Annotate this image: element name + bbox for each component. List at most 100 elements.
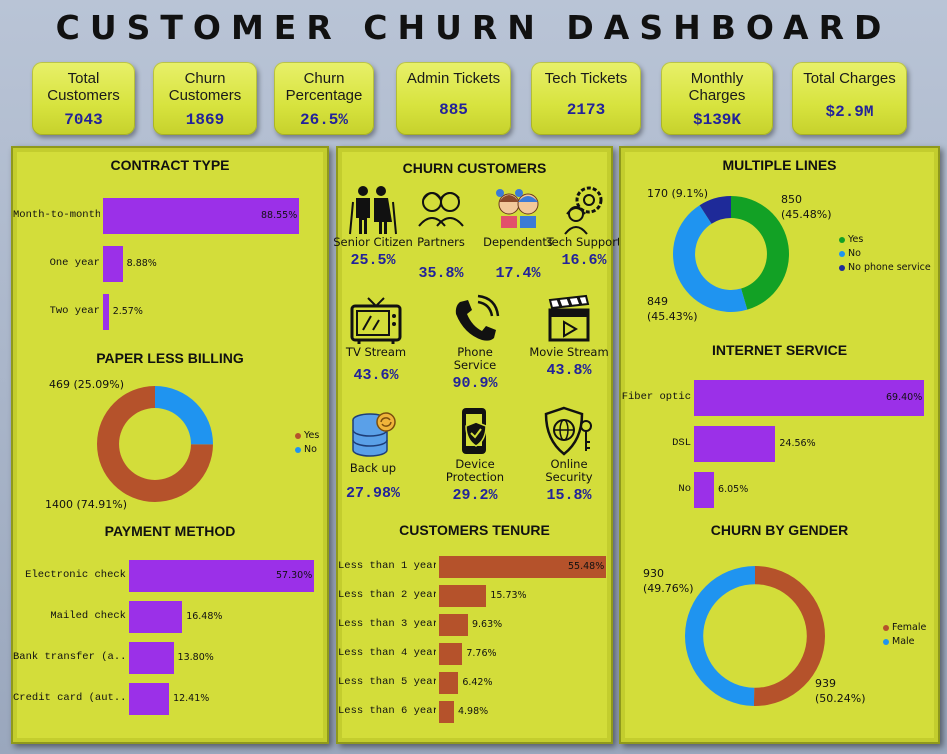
bar-dsl bbox=[694, 426, 776, 462]
phone-icon bbox=[455, 294, 500, 341]
kpi-value: 26.5% bbox=[299, 111, 348, 129]
bar-value-label: 2.57% bbox=[112, 306, 143, 317]
bar-less-than-1-year bbox=[439, 556, 606, 578]
kpi-value: 7043 bbox=[64, 111, 103, 129]
churn-item-name: Partners bbox=[417, 235, 465, 249]
churn-item-pct: 90.9% bbox=[452, 375, 498, 392]
legend-item: Yes bbox=[295, 430, 319, 441]
bar-value-label: 6.05% bbox=[718, 484, 749, 495]
donut-svg bbox=[685, 566, 825, 706]
bar-category-label: No bbox=[678, 483, 691, 495]
churn-item-pct: 17.4% bbox=[495, 265, 541, 282]
kpi-value: 1869 bbox=[185, 111, 225, 129]
legend-item: Yes bbox=[839, 234, 863, 245]
kpi-label: Total Charges bbox=[803, 70, 896, 87]
legend-label: Yes bbox=[848, 234, 864, 245]
kpi-value: $2.9M bbox=[825, 103, 874, 121]
legend-dot bbox=[295, 446, 301, 453]
churn-item-pct: 35.8% bbox=[418, 265, 464, 282]
legend-dot bbox=[883, 624, 889, 631]
bar-value-label: 69.40% bbox=[886, 392, 923, 403]
internet-service-title: INTERNET SERVICE bbox=[711, 342, 848, 358]
tv-icon bbox=[350, 297, 402, 344]
churn-item-name: Online Security bbox=[545, 457, 593, 484]
dependents-icon bbox=[496, 189, 539, 228]
legend-label: Yes bbox=[304, 430, 320, 441]
bar-value-label: 16.48% bbox=[186, 611, 223, 622]
churn-item-name: Movie Stream bbox=[529, 345, 609, 359]
bar-less-than-5-year bbox=[439, 672, 459, 694]
contract-type-title: CONTRACT TYPE bbox=[110, 157, 230, 173]
bar-value-label: 55.48% bbox=[568, 561, 605, 572]
churn-phone-service: Phone Service 90.9% bbox=[435, 294, 515, 392]
payment-method-title: PAYMENT METHOD bbox=[104, 523, 236, 539]
legend-dot bbox=[839, 250, 845, 257]
bar-less-than-2-year bbox=[439, 585, 487, 607]
donut-value-label: 469 (25.09%) bbox=[49, 378, 125, 391]
bar-value-label: 4.98% bbox=[457, 706, 489, 717]
legend-label: Female bbox=[892, 622, 927, 633]
bar-two-year bbox=[103, 294, 109, 330]
bar-category-label: Fiber optic bbox=[621, 391, 691, 403]
kpi-churn-customers: Churn Customers 1869 bbox=[153, 62, 257, 135]
legend-label: No bbox=[304, 444, 317, 455]
slice-female bbox=[753, 566, 825, 706]
kpi-total-charges: Total Charges $2.9M bbox=[792, 62, 907, 135]
churn-item-pct: 29.2% bbox=[452, 487, 498, 504]
online-security-icon bbox=[544, 406, 592, 456]
churn-movie-stream: Movie Stream 43.8% bbox=[529, 294, 609, 379]
bar-value-label: 12.41% bbox=[173, 693, 210, 704]
bar-month-to-month bbox=[103, 198, 299, 234]
slice-no-phone-service bbox=[699, 196, 731, 224]
bar-less-than-3-year bbox=[439, 614, 468, 636]
legend-label: No phone service bbox=[848, 262, 931, 273]
bar-category-label: Credit card (aut... bbox=[13, 692, 126, 704]
bar-category-label: Bank transfer (a... bbox=[13, 651, 126, 663]
kpi-value: 2173 bbox=[566, 101, 606, 119]
multiple-lines-title: MULTIPLE LINES bbox=[722, 157, 837, 173]
churn-item-name: Dependents bbox=[483, 235, 553, 249]
kpi-monthly-charges: Monthly Charges $139K bbox=[661, 62, 773, 135]
slice-male bbox=[685, 566, 755, 706]
right-panel: MULTIPLE LINES 850 (45.48%) 849 (45.43%) 170… bbox=[619, 146, 940, 744]
kpi-label: Total Customers bbox=[47, 70, 120, 104]
kpi-label: Churn Customers bbox=[168, 70, 242, 104]
left-panel: CONTRACT TYPE Month-to-month 88.55% One ye… bbox=[11, 146, 329, 744]
bar-no bbox=[694, 472, 715, 508]
donut-svg bbox=[673, 196, 789, 312]
slice-no bbox=[155, 386, 213, 445]
paperless-billing-title: PAPER LESS BILLING bbox=[96, 350, 244, 366]
database-backup-icon bbox=[352, 412, 396, 457]
kpi-label: Admin Tickets bbox=[406, 70, 501, 87]
bar-less-than-4-year bbox=[439, 643, 463, 665]
churn-item-pct: 16.6% bbox=[561, 252, 607, 269]
churn-tv-stream: TV Stream 43.6% bbox=[336, 294, 416, 384]
slice-yes bbox=[97, 386, 213, 502]
kpi-value: 885 bbox=[439, 101, 468, 119]
churn-item-pct: 27.98% bbox=[345, 485, 400, 502]
churn-item-name: Tech Support bbox=[546, 235, 622, 249]
bar-category-label: Less than 1 year bbox=[338, 560, 436, 572]
churn-partners: Partners 35.8% bbox=[401, 184, 481, 282]
bar-category-label: DSL bbox=[672, 437, 691, 449]
legend-item: Female bbox=[883, 622, 926, 633]
churn-item-pct: 43.8% bbox=[546, 362, 592, 379]
legend-dot bbox=[883, 638, 889, 645]
legend-dot bbox=[839, 236, 845, 243]
bar-category-label: Less than 6 year bbox=[338, 705, 436, 717]
legend-dot bbox=[839, 264, 845, 271]
churn-item-name: Senior Citizen bbox=[333, 235, 413, 249]
bar-category-label: Mailed check bbox=[50, 610, 126, 622]
donut-svg bbox=[97, 386, 213, 502]
movie-clapper-icon bbox=[548, 294, 590, 342]
dashboard-title: CUSTOMER CHURN DASHBOARD bbox=[55, 8, 892, 47]
bar-value-label: 9.63% bbox=[471, 619, 503, 630]
bar-category-label: Less than 5 year bbox=[338, 676, 436, 688]
bar-category-label: Less than 3 year bbox=[338, 618, 436, 630]
kpi-label: Churn Percentage bbox=[285, 70, 363, 104]
legend-item: No bbox=[295, 444, 317, 455]
kpi-admin-tickets: Admin Tickets 885 bbox=[396, 62, 511, 135]
bar-bank-transfer-a bbox=[129, 642, 174, 674]
kpi-total-customers: Total Customers 7043 bbox=[32, 62, 135, 135]
bar-value-label: 57.30% bbox=[276, 570, 313, 581]
